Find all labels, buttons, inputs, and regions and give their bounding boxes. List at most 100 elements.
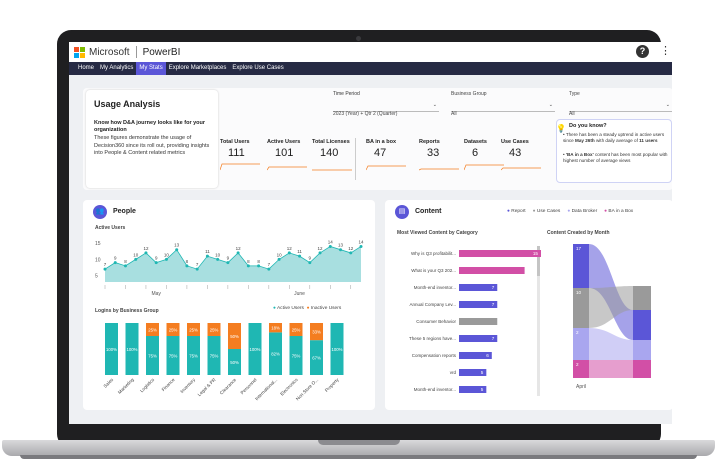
bar-inactive[interactable] [207, 323, 221, 336]
data-point[interactable] [164, 257, 168, 261]
ribbon-segment[interactable] [633, 360, 651, 378]
bar-active[interactable] [105, 323, 118, 375]
bar-active[interactable] [248, 323, 262, 375]
bar-inactive[interactable] [166, 323, 180, 336]
bar-inactive[interactable] [310, 323, 323, 341]
category-label: Logistics [139, 377, 156, 394]
bar-active[interactable] [228, 349, 241, 375]
bar-active[interactable] [146, 336, 159, 375]
ribbon-segment[interactable] [633, 340, 651, 360]
ribbon-segment[interactable] [573, 360, 589, 378]
data-point[interactable] [103, 267, 107, 271]
kpi-total-licenses[interactable]: Total Licenses 140 [312, 139, 356, 177]
bar-label-active: 67% [312, 356, 321, 361]
ribbon-segment[interactable] [633, 286, 651, 310]
data-point[interactable] [134, 257, 138, 261]
data-point[interactable] [318, 251, 322, 255]
bar-active[interactable] [207, 336, 221, 375]
data-point[interactable] [113, 261, 117, 265]
data-point[interactable] [154, 261, 158, 265]
data-point[interactable] [287, 251, 291, 255]
y-tick-label: 15 [95, 241, 101, 247]
business-group-label: Business Group [451, 91, 487, 97]
ribbon-segment[interactable] [573, 328, 589, 360]
bar[interactable] [459, 335, 498, 342]
ribbon-segment[interactable] [633, 310, 651, 340]
kpi-reports[interactable]: Reports 33 [418, 139, 463, 177]
bar-inactive[interactable] [187, 323, 200, 336]
nav-my-stats[interactable]: My Stats [136, 62, 166, 75]
data-point[interactable] [144, 251, 148, 255]
bar-inactive[interactable] [269, 323, 282, 333]
nav-explore-use-cases[interactable]: Explore Use Cases [232, 65, 284, 71]
kpi-use-cases[interactable]: Use Cases 43 [500, 139, 545, 177]
chevron-down-icon: ⌄ [665, 102, 670, 108]
segment-label: 10 [576, 290, 582, 295]
people-card: 👥 People Active Users Logins by Business… [83, 200, 375, 410]
ribbon-segment[interactable] [573, 244, 589, 288]
type-select[interactable]: All ⌄ [569, 102, 672, 117]
data-point[interactable] [257, 264, 261, 268]
bar[interactable] [459, 267, 525, 274]
data-label: 7 [104, 262, 107, 267]
kpi-active-users[interactable]: Active Users 101 [266, 139, 311, 177]
bar[interactable] [459, 250, 541, 257]
bar[interactable] [459, 284, 498, 291]
bar-active[interactable] [269, 332, 282, 375]
bar-inactive[interactable] [289, 323, 303, 336]
x-label-may: May [151, 291, 161, 297]
created-title: Content Created by Month [547, 230, 610, 236]
kpi-ba-in-a-box[interactable]: BA in a box 47 [365, 139, 410, 177]
bar-inactive[interactable] [228, 323, 241, 349]
data-point[interactable] [195, 267, 199, 271]
data-point[interactable] [226, 261, 230, 265]
bar-label-active: 75% [169, 354, 178, 359]
data-label: 12 [143, 246, 149, 251]
scrollbar-thumb[interactable] [537, 246, 540, 276]
bar[interactable] [459, 369, 487, 376]
data-point[interactable] [236, 251, 240, 255]
help-icon[interactable]: ? [636, 45, 649, 58]
data-point[interactable] [185, 264, 189, 268]
data-point[interactable] [175, 248, 179, 252]
ribbon-segment[interactable] [573, 288, 589, 328]
bar-active[interactable] [310, 340, 323, 375]
bar[interactable] [459, 301, 498, 308]
data-point[interactable] [246, 264, 250, 268]
data-point[interactable] [359, 244, 363, 248]
data-point[interactable] [298, 254, 302, 258]
data-point[interactable] [277, 257, 281, 261]
lightbulb-icon: 💡 [556, 124, 566, 133]
bar-inactive[interactable] [146, 323, 159, 336]
data-point[interactable] [267, 267, 271, 271]
bar-active[interactable] [187, 336, 200, 375]
bar[interactable] [459, 386, 487, 393]
nav-my-analytics[interactable]: My Analytics [100, 65, 134, 71]
bar-active[interactable] [125, 323, 139, 375]
data-point[interactable] [123, 264, 127, 268]
bar-active[interactable] [289, 336, 303, 375]
kpi-datasets[interactable]: Datasets 6 [463, 139, 508, 177]
business-group-select[interactable]: All ⌄ [451, 102, 555, 117]
more-options-icon[interactable]: ⋮ [660, 45, 671, 57]
data-point[interactable] [349, 251, 353, 255]
bar[interactable] [459, 318, 498, 325]
scrollbar[interactable] [537, 246, 540, 396]
data-label: 14 [358, 239, 364, 244]
bar-active[interactable] [330, 323, 344, 375]
product-name[interactable]: PowerBI [142, 46, 181, 58]
bar-active[interactable] [166, 336, 180, 375]
legend-dot: ● [567, 209, 572, 214]
data-label: 9 [155, 256, 158, 261]
data-point[interactable] [328, 244, 332, 248]
bar[interactable] [459, 352, 492, 359]
data-point[interactable] [308, 261, 312, 265]
kpi-sparkline [365, 165, 406, 171]
data-point[interactable] [339, 248, 343, 252]
data-point[interactable] [205, 254, 209, 258]
time-period-select[interactable]: 2023 (Year) + Qtr 2 (Quarter) ⌄ [333, 102, 439, 117]
data-point[interactable] [216, 257, 220, 261]
nav-home[interactable]: Home [78, 65, 95, 71]
kpi-total-users[interactable]: Total Users 111 [219, 139, 264, 177]
nav-explore-marketplaces[interactable]: Explore Marketplaces [168, 65, 227, 71]
